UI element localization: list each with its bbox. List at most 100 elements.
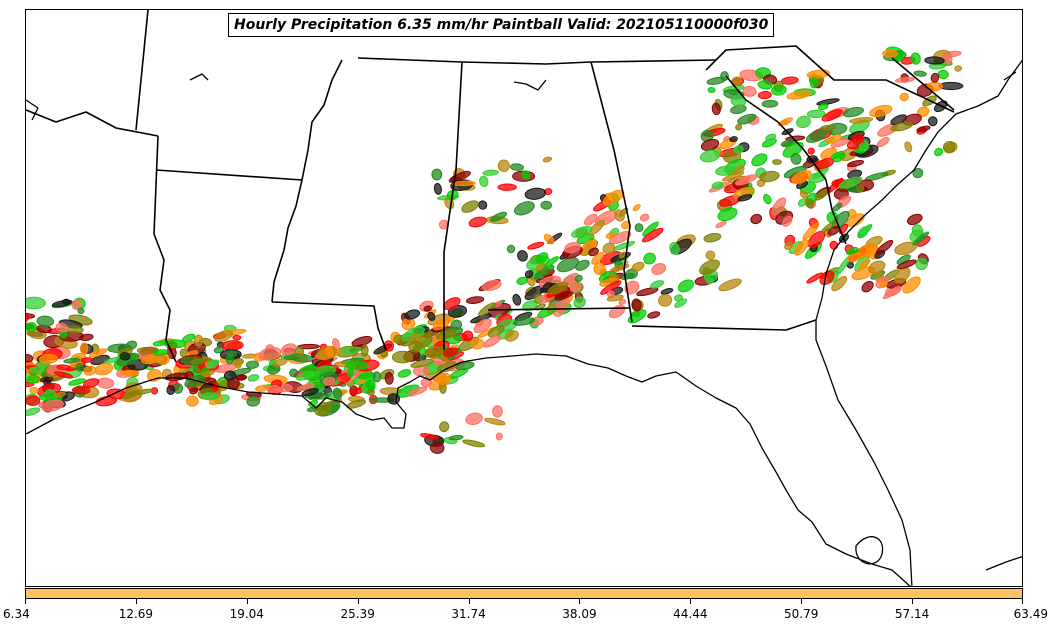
precip-blob [706, 76, 726, 85]
precip-blob [527, 241, 545, 250]
precip-blob [245, 360, 260, 369]
precip-blob [427, 311, 436, 321]
precip-blob [26, 322, 37, 333]
precip-blob [608, 304, 626, 319]
precip-blob [462, 330, 474, 342]
precip-blob [820, 124, 837, 131]
precip-blob [462, 439, 486, 448]
precip-blob [166, 385, 176, 395]
precip-blob [737, 194, 753, 202]
precip-blob [636, 287, 659, 297]
precip-blob [858, 258, 871, 270]
precip-blob [410, 358, 434, 368]
boundary-tn-nc [891, 57, 955, 111]
precip-blob [360, 344, 369, 357]
precip-blob [512, 317, 536, 326]
colorbar-tick-label: 19.04 [229, 607, 264, 621]
boundary-la-ms [271, 301, 387, 351]
precip-blob [223, 370, 237, 381]
colorbar-tick-label: 57.14 [894, 607, 930, 621]
precip-blob [806, 272, 824, 284]
precip-blob [699, 149, 721, 163]
precip-blob [772, 159, 782, 165]
precip-blob [406, 386, 428, 397]
precip-blob [473, 318, 492, 334]
precip-blob [556, 257, 579, 273]
precip-blob [677, 279, 694, 293]
precip-blob [542, 156, 553, 163]
precip-blob [794, 239, 809, 256]
precip-blob [730, 96, 747, 107]
precip-blob [510, 163, 524, 171]
precip-blob [384, 372, 394, 385]
precip-blob [479, 175, 489, 187]
precip-blob [186, 395, 199, 407]
precip-blob [894, 267, 911, 284]
precip-blob [588, 247, 599, 257]
precip-blob [742, 85, 757, 97]
precip-blob [734, 174, 758, 186]
precip-blob [906, 213, 923, 226]
state-boundaries [26, 10, 955, 363]
precip-blob [902, 276, 921, 294]
precipitation-paintballs [26, 46, 964, 454]
colorbar-tick-label: 50.79 [784, 607, 819, 621]
precip-blob [404, 309, 421, 320]
precip-blob [255, 384, 270, 392]
precip-blob [26, 296, 46, 310]
precip-blob [482, 169, 499, 176]
precip-blob [838, 176, 863, 189]
precip-blob [246, 395, 261, 407]
precip-blob [71, 299, 83, 310]
precip-blob [431, 168, 443, 181]
precip-blob [802, 222, 820, 241]
precip-blob [120, 369, 140, 376]
precip-blob [729, 136, 738, 143]
precip-blob [816, 98, 840, 106]
precip-blob [758, 90, 772, 100]
precip-blob [916, 125, 931, 133]
precip-blob [573, 296, 586, 309]
precip-blob [490, 211, 507, 222]
precip-blob [71, 386, 91, 395]
precip-blob [189, 387, 199, 395]
precip-blob [524, 187, 547, 200]
precip-blob [705, 250, 716, 260]
precip-blob [408, 340, 423, 353]
precip-blob [780, 139, 795, 147]
precip-blob [588, 219, 605, 236]
precip-blob [26, 374, 40, 384]
precip-blob [564, 241, 581, 254]
precip-blob [711, 181, 724, 190]
precip-blob [717, 207, 738, 222]
precip-blob [639, 213, 650, 222]
precip-blob [465, 296, 485, 304]
precip-blob [861, 280, 874, 293]
precip-blob [153, 349, 169, 356]
precip-blob [547, 282, 569, 295]
precip-blob [247, 374, 260, 382]
precip-blob [875, 239, 894, 255]
precip-blob [497, 159, 510, 173]
precip-blob [782, 215, 793, 227]
precip-blob [345, 360, 369, 371]
precip-blob [442, 347, 459, 358]
precip-blob [301, 388, 319, 397]
colorbar-tick [135, 599, 137, 604]
precip-blob [608, 231, 632, 245]
precip-blob [227, 350, 237, 357]
precip-blob [308, 399, 319, 407]
precip-blob [660, 288, 674, 295]
precip-blob [397, 369, 412, 378]
precip-blob [297, 343, 320, 350]
precip-blob [478, 302, 496, 317]
map-title: Hourly Precipitation 6.35 mm/hr Paintbal… [228, 13, 775, 37]
precip-blob [96, 377, 115, 389]
precip-blob [63, 357, 81, 364]
precip-blob [913, 70, 927, 77]
precip-blob [912, 231, 930, 246]
colorbar-tick-label: 6.34 [3, 607, 30, 621]
boundary-ga-fl [631, 319, 817, 331]
precip-blob [651, 263, 667, 275]
precip-blob [55, 322, 69, 333]
